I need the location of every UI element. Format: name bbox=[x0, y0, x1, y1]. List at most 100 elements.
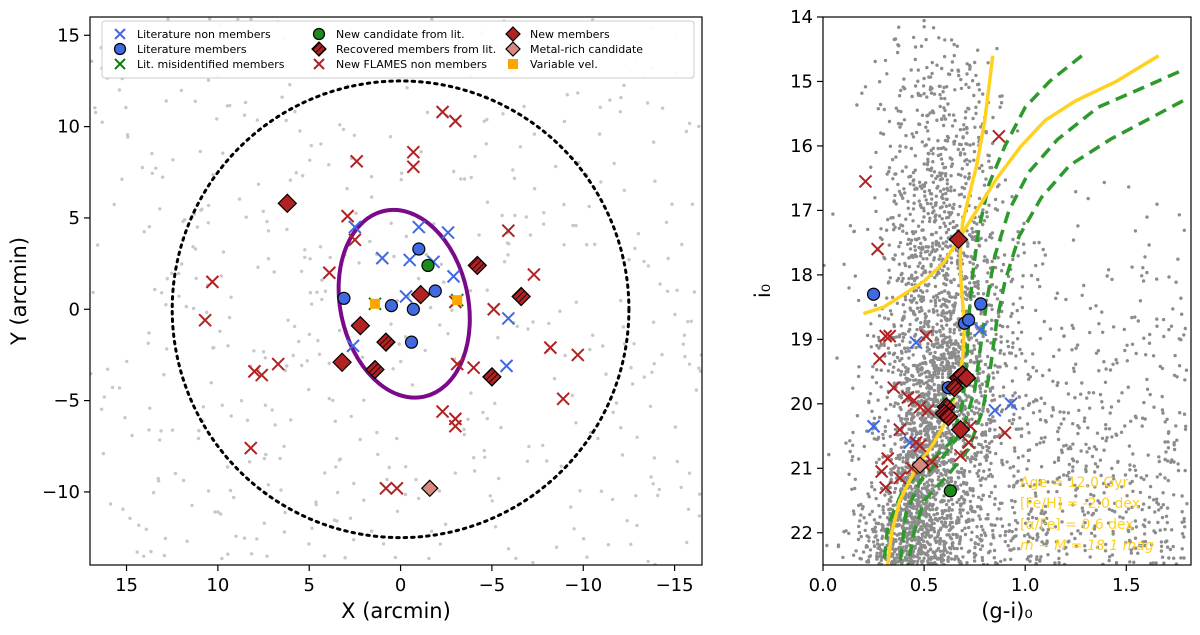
cmd-field-star bbox=[956, 475, 960, 480]
cmd-field-star bbox=[1148, 332, 1152, 337]
cmd-field-star bbox=[1040, 540, 1044, 544]
cmd-field-star bbox=[899, 432, 903, 437]
cmd-field-star bbox=[964, 398, 968, 402]
cmd-field-star bbox=[1023, 359, 1028, 363]
cmd-field-star bbox=[871, 540, 876, 544]
cmd-field-star bbox=[941, 394, 945, 398]
field-star bbox=[485, 117, 489, 122]
cmd-field-star bbox=[872, 334, 876, 338]
left-x-tick-label: −10 bbox=[564, 575, 602, 596]
cmd-field-star bbox=[911, 421, 916, 425]
cmd-field-star bbox=[1055, 383, 1059, 388]
cmd-field-star bbox=[906, 370, 910, 374]
cmd-field-star bbox=[1016, 456, 1021, 460]
cmd-field-star bbox=[959, 77, 963, 82]
cmd-field-star bbox=[932, 513, 936, 517]
sky-point-new-flames-non-members bbox=[379, 481, 393, 495]
field-star bbox=[125, 359, 129, 364]
cmd-field-star bbox=[1056, 429, 1060, 434]
isochrone-bound-upper bbox=[881, 54, 1083, 565]
cmd-field-star bbox=[1028, 500, 1032, 504]
cmd-field-star bbox=[993, 428, 997, 432]
cmd-field-star bbox=[868, 548, 873, 552]
cmd-field-star bbox=[854, 549, 858, 553]
cmd-field-star bbox=[910, 282, 914, 287]
cmd-field-star bbox=[921, 257, 925, 261]
cmd-field-star bbox=[933, 493, 937, 497]
cmd-field-star bbox=[938, 443, 942, 448]
cmd-field-star bbox=[1125, 343, 1129, 347]
cmd-field-star bbox=[851, 430, 855, 435]
field-star bbox=[170, 428, 175, 432]
cmd-field-star bbox=[885, 502, 890, 506]
cmd-field-star bbox=[1013, 391, 1017, 395]
field-star bbox=[156, 479, 161, 483]
right-x-tick-label: 0.5 bbox=[910, 575, 939, 596]
legend-label-new-flames-non-members: New FLAMES non members bbox=[336, 58, 487, 71]
cmd-field-star bbox=[913, 57, 917, 62]
cmd-field-star bbox=[885, 395, 889, 400]
cmd-field-star bbox=[912, 183, 916, 187]
cmd-field-star bbox=[1015, 308, 1019, 313]
field-star bbox=[242, 113, 247, 117]
cmd-field-star bbox=[985, 258, 989, 262]
cmd-field-star bbox=[1027, 512, 1031, 516]
cmd-field-star bbox=[897, 414, 901, 418]
cmd-field-star bbox=[982, 469, 986, 473]
cmd-field-star bbox=[898, 537, 902, 541]
field-star bbox=[137, 523, 141, 527]
cmd-field-star bbox=[926, 157, 930, 161]
cmd-field-star bbox=[913, 154, 917, 158]
isochrone-bound-lower bbox=[906, 99, 1184, 565]
isochrone-bound-middle bbox=[898, 70, 1180, 565]
cmd-field-star bbox=[968, 67, 972, 71]
legend-label-literature-members: Literature members bbox=[137, 43, 247, 56]
cmd-field-star bbox=[897, 457, 902, 461]
cmd-field-star bbox=[941, 302, 945, 307]
cmd-field-star bbox=[1119, 430, 1124, 434]
cmd-field-star bbox=[1095, 431, 1100, 435]
field-star bbox=[303, 248, 307, 252]
cmd-field-star bbox=[924, 375, 929, 379]
cmd-field-star bbox=[1106, 268, 1111, 272]
field-star bbox=[225, 104, 229, 108]
cmd-field-star bbox=[933, 215, 937, 219]
legend-label-new-candidate-from-lit: New candidate from lit. bbox=[336, 28, 465, 41]
cmd-field-star bbox=[1092, 494, 1096, 498]
cmd-field-star bbox=[899, 407, 903, 412]
field-star bbox=[284, 118, 288, 123]
cmd-field-star bbox=[959, 495, 964, 500]
field-star bbox=[308, 291, 313, 295]
cmd-field-star bbox=[959, 142, 963, 147]
cmd-field-star bbox=[1000, 269, 1004, 273]
cmd-point-new-flames-non-members bbox=[870, 242, 885, 256]
cmd-field-star bbox=[1031, 400, 1036, 404]
cmd-field-star bbox=[874, 209, 878, 214]
cmd-field-star bbox=[1083, 416, 1087, 420]
cmd-field-star bbox=[877, 543, 882, 547]
cmd-field-star bbox=[859, 534, 863, 539]
cmd-field-star bbox=[1080, 506, 1085, 510]
legend-marker-recovered-members-from-lit bbox=[311, 41, 327, 57]
cmd-field-star bbox=[973, 125, 977, 129]
field-star bbox=[323, 289, 328, 293]
cmd-point-new-flames-non-members bbox=[878, 480, 893, 495]
cmd-field-star bbox=[1008, 466, 1012, 470]
cmd-field-star bbox=[926, 394, 930, 398]
cmd-field-star bbox=[1120, 485, 1124, 489]
cmd-field-star bbox=[1019, 330, 1024, 334]
cmd-field-star bbox=[873, 525, 878, 529]
cmd-field-star bbox=[945, 85, 949, 89]
field-star bbox=[316, 338, 320, 343]
field-star bbox=[403, 492, 408, 497]
field-star bbox=[673, 312, 677, 317]
cmd-field-star bbox=[920, 113, 925, 118]
cmd-field-star bbox=[928, 216, 932, 220]
legend-marker-literature-non-members bbox=[114, 28, 126, 40]
cmd-field-star bbox=[848, 449, 852, 454]
cmd-field-star bbox=[890, 157, 895, 162]
cmd-point-new-flames-non-members bbox=[992, 129, 1006, 143]
cmd-field-star bbox=[975, 285, 979, 289]
field-star bbox=[282, 444, 286, 448]
field-star bbox=[191, 245, 195, 249]
